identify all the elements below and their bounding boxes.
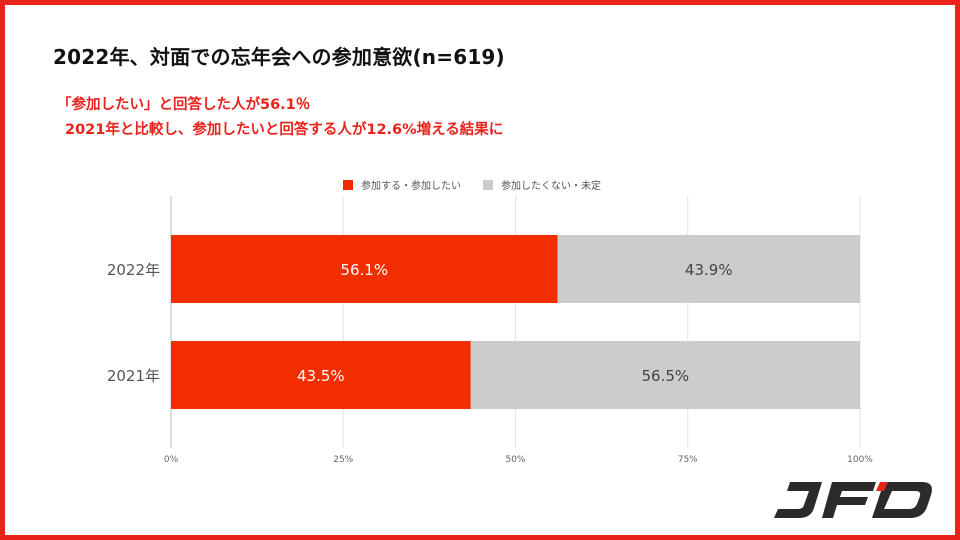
legend-swatch-decline	[483, 179, 493, 190]
x-tick-label: 75%	[678, 455, 698, 465]
chart-legend: 参加する・参加したい 参加したくない・未定	[343, 177, 623, 192]
bar-data-label: 56.5%	[642, 367, 690, 385]
bar-data-label: 56.1%	[340, 261, 388, 279]
legend-swatch-join	[343, 179, 353, 190]
legend-item-join: 参加する・参加したい	[343, 177, 461, 192]
y-category-label: 2022年	[107, 261, 160, 279]
bar-segment	[171, 341, 471, 409]
labels-layer: 0% 25% 50% 75% 100% 56.1% 43.9% 2022年 43.5% 56.5%…	[107, 261, 873, 465]
bar-segment	[470, 341, 860, 409]
grid-layer	[170, 196, 861, 448]
y-category-label: 2021年	[107, 367, 160, 385]
x-tick-label: 100%	[847, 455, 873, 465]
page-title: 2022年、対面での忘年会への参加意欲(n=619)	[53, 45, 505, 69]
subtitle-line-1: 「参加したい」と回答した人が56.1％	[57, 97, 311, 113]
bars-layer	[171, 235, 860, 409]
legend-label-join: 参加する・参加したい	[361, 181, 461, 192]
subtitle-line-2: 2021年と比較し、参加したいと回答する人が12.6%増える結果に	[65, 122, 504, 138]
legend-item-decline: 参加したくない・未定	[483, 177, 601, 192]
bar-data-label: 43.9%	[685, 261, 733, 279]
x-tick-label: 50%	[505, 455, 525, 465]
legend-label-decline: 参加したくない・未定	[501, 181, 601, 192]
x-tick-label: 25%	[333, 455, 353, 465]
bar-segment	[171, 235, 558, 303]
x-tick-label: 0%	[164, 455, 179, 465]
jfd-logo	[774, 482, 932, 518]
bar-segment	[557, 235, 860, 303]
bar-data-label: 43.5%	[297, 367, 345, 385]
